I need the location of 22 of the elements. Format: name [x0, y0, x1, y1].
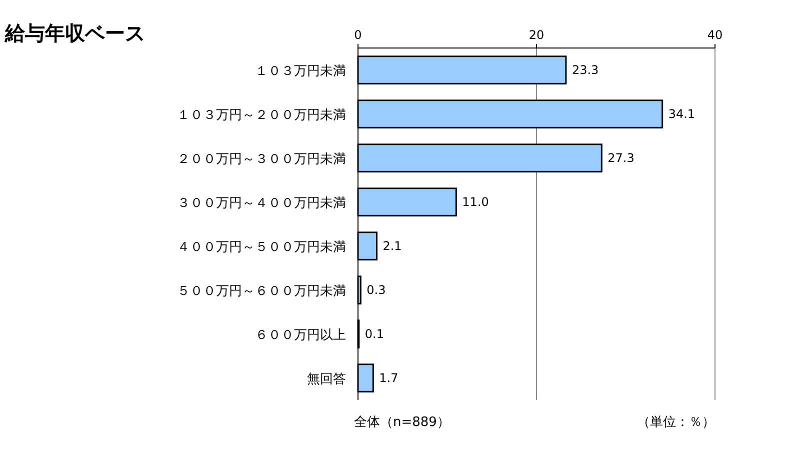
- text: 全体（n=889）: [354, 415, 450, 430]
- y-tick-label: ３００万円～４００万円未満: [177, 196, 346, 211]
- text: 給与年収ベース: [4, 21, 145, 45]
- data-label: 11.0: [462, 195, 489, 209]
- x-tick-label: 40: [707, 28, 723, 42]
- y-tick-label: １０３万円～２００万円未満: [177, 108, 346, 123]
- x-tick-label: 20: [528, 28, 544, 42]
- data-label: 0.1: [364, 327, 384, 341]
- data-label: 2.1: [382, 239, 402, 253]
- data-label: 23.3: [572, 63, 599, 77]
- y-tick-label: １０３万円未満: [255, 64, 346, 79]
- y-tick-label: ５００万円～６００万円未満: [177, 284, 346, 299]
- y-tick-label: ４００万円～５００万円未満: [177, 240, 346, 255]
- data-label: 0.3: [366, 283, 386, 297]
- x-tick-label: 0: [354, 28, 362, 42]
- y-tick-label: ２００万円～３００万円未満: [177, 152, 346, 167]
- text: （単位：％）: [637, 415, 715, 430]
- data-label: 34.1: [668, 107, 696, 121]
- data-label: 27.3: [608, 151, 634, 165]
- data-label: 1.7: [379, 371, 398, 385]
- y-tick-label: ６００万円以上: [255, 328, 346, 343]
- y-tick-label: 無回答: [307, 372, 346, 387]
